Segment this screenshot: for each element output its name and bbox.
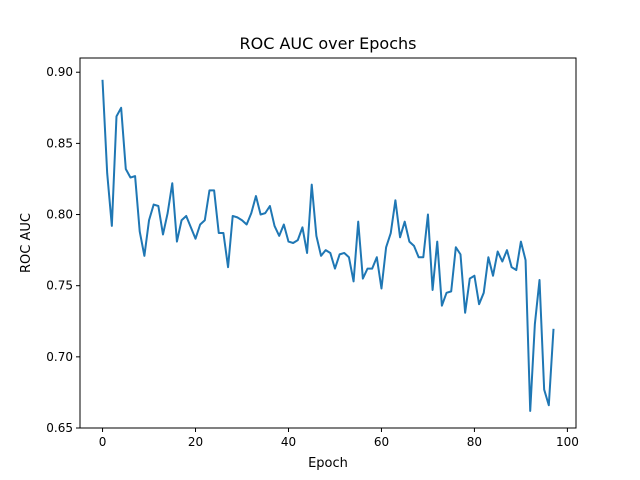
y-axis-ticks: 0.65 0.70 0.75 0.80 0.85 0.90 xyxy=(46,65,80,435)
plot-area xyxy=(101,79,555,412)
x-tick-label: 0 xyxy=(99,435,107,449)
chart-title: ROC AUC over Epochs xyxy=(240,34,417,53)
x-tick-label: 40 xyxy=(281,435,296,449)
x-tick-label: 100 xyxy=(556,435,579,449)
y-tick-label: 0.65 xyxy=(46,421,73,435)
y-tick-label: 0.80 xyxy=(46,208,73,222)
y-axis-label: ROC AUC xyxy=(19,213,34,273)
y-tick-label: 0.75 xyxy=(46,279,73,293)
x-tick-label: 80 xyxy=(467,435,482,449)
y-tick-label: 0.85 xyxy=(46,136,73,150)
x-axis-label: Epoch xyxy=(308,456,348,471)
series-line-0 xyxy=(101,79,555,412)
y-tick-label: 0.90 xyxy=(46,65,73,79)
x-tick-label: 60 xyxy=(374,435,389,449)
y-tick-label: 0.70 xyxy=(46,350,73,364)
x-axis-ticks: 0 20 40 60 80 100 xyxy=(99,428,579,449)
axes-frame xyxy=(79,57,577,429)
x-tick-label: 20 xyxy=(188,435,203,449)
